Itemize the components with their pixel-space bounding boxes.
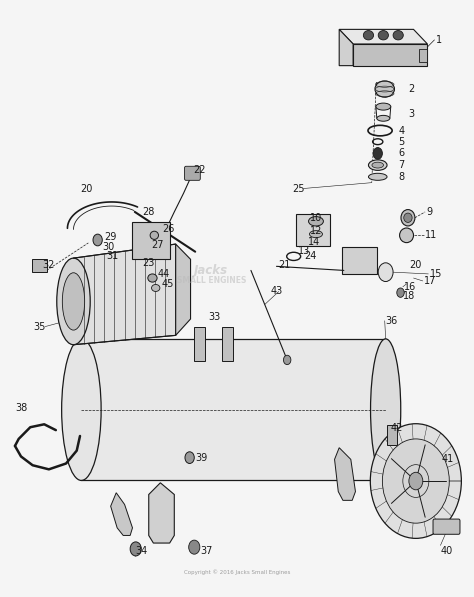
FancyBboxPatch shape <box>132 222 170 259</box>
Circle shape <box>370 424 461 538</box>
FancyBboxPatch shape <box>184 167 201 180</box>
FancyBboxPatch shape <box>342 247 377 274</box>
Text: 16: 16 <box>404 282 417 292</box>
Text: 5: 5 <box>399 137 405 147</box>
Ellipse shape <box>371 339 401 481</box>
Polygon shape <box>82 339 386 481</box>
Text: 14: 14 <box>308 238 320 247</box>
Circle shape <box>409 472 423 490</box>
Text: 20: 20 <box>409 260 421 270</box>
Circle shape <box>130 542 141 556</box>
Text: 13: 13 <box>298 245 310 256</box>
Text: 32: 32 <box>42 260 55 270</box>
Text: 36: 36 <box>386 316 398 326</box>
Ellipse shape <box>377 115 390 121</box>
FancyBboxPatch shape <box>295 214 330 246</box>
Text: 27: 27 <box>151 239 164 250</box>
Text: 22: 22 <box>193 165 205 175</box>
Text: 23: 23 <box>142 259 154 269</box>
Text: Copyright © 2016 Jacks Small Engines: Copyright © 2016 Jacks Small Engines <box>184 570 290 575</box>
Text: 9: 9 <box>427 207 433 217</box>
Text: 30: 30 <box>102 242 115 252</box>
Ellipse shape <box>152 284 160 291</box>
Text: 31: 31 <box>106 251 118 261</box>
Text: 24: 24 <box>304 251 317 261</box>
Text: 45: 45 <box>162 279 174 290</box>
Text: 38: 38 <box>15 404 27 414</box>
Ellipse shape <box>309 217 323 226</box>
Text: 10: 10 <box>310 213 322 223</box>
Text: 34: 34 <box>136 546 148 556</box>
Text: 28: 28 <box>142 207 154 217</box>
Text: SMALL ENGINES: SMALL ENGINES <box>177 276 246 285</box>
Polygon shape <box>110 493 132 536</box>
Circle shape <box>189 540 200 554</box>
Text: 2: 2 <box>408 84 414 94</box>
Polygon shape <box>339 29 353 66</box>
Text: 39: 39 <box>195 453 208 463</box>
Ellipse shape <box>400 228 413 242</box>
Text: 37: 37 <box>200 546 212 556</box>
Text: 44: 44 <box>158 269 170 279</box>
Text: 8: 8 <box>399 172 405 182</box>
Circle shape <box>378 263 393 282</box>
FancyBboxPatch shape <box>222 327 233 361</box>
Circle shape <box>383 439 449 523</box>
Ellipse shape <box>62 339 101 481</box>
FancyBboxPatch shape <box>419 50 428 62</box>
Ellipse shape <box>364 30 374 40</box>
FancyBboxPatch shape <box>32 259 47 272</box>
Text: 4: 4 <box>399 125 405 136</box>
Text: Jacks: Jacks <box>194 264 228 277</box>
Text: 25: 25 <box>292 183 304 193</box>
FancyBboxPatch shape <box>433 519 460 534</box>
Polygon shape <box>149 483 174 543</box>
Polygon shape <box>176 244 191 336</box>
Text: 33: 33 <box>208 312 220 322</box>
Ellipse shape <box>393 30 403 40</box>
Text: 18: 18 <box>403 291 416 300</box>
Text: 20: 20 <box>80 183 92 193</box>
Ellipse shape <box>401 210 415 226</box>
Text: 7: 7 <box>399 160 405 170</box>
Text: 1: 1 <box>436 35 442 45</box>
Ellipse shape <box>148 274 157 282</box>
Circle shape <box>397 288 404 297</box>
Ellipse shape <box>368 160 387 170</box>
Circle shape <box>185 452 194 463</box>
Text: 11: 11 <box>425 230 438 241</box>
Ellipse shape <box>150 231 158 239</box>
Text: 43: 43 <box>271 287 283 297</box>
Ellipse shape <box>375 81 394 97</box>
Polygon shape <box>339 29 428 44</box>
Polygon shape <box>335 448 356 500</box>
Circle shape <box>373 147 383 159</box>
Ellipse shape <box>376 103 391 110</box>
Ellipse shape <box>63 273 85 330</box>
Text: 3: 3 <box>408 109 414 119</box>
Text: 35: 35 <box>34 322 46 331</box>
Polygon shape <box>353 44 428 66</box>
Circle shape <box>283 355 291 365</box>
Ellipse shape <box>368 173 387 180</box>
Text: 41: 41 <box>441 454 454 464</box>
Text: 29: 29 <box>105 232 117 242</box>
Text: 26: 26 <box>163 224 175 235</box>
Text: 40: 40 <box>440 546 453 556</box>
Text: 17: 17 <box>424 276 437 286</box>
Text: 42: 42 <box>390 423 403 433</box>
FancyBboxPatch shape <box>387 425 397 445</box>
Circle shape <box>93 234 102 246</box>
FancyBboxPatch shape <box>194 327 205 361</box>
Ellipse shape <box>372 162 383 168</box>
Ellipse shape <box>310 230 322 238</box>
Ellipse shape <box>378 30 388 40</box>
Text: 15: 15 <box>430 269 442 279</box>
Text: 6: 6 <box>399 149 405 158</box>
Text: 12: 12 <box>310 226 322 236</box>
Ellipse shape <box>57 258 90 344</box>
Ellipse shape <box>404 213 412 223</box>
Text: 21: 21 <box>278 260 290 270</box>
Polygon shape <box>73 244 176 344</box>
